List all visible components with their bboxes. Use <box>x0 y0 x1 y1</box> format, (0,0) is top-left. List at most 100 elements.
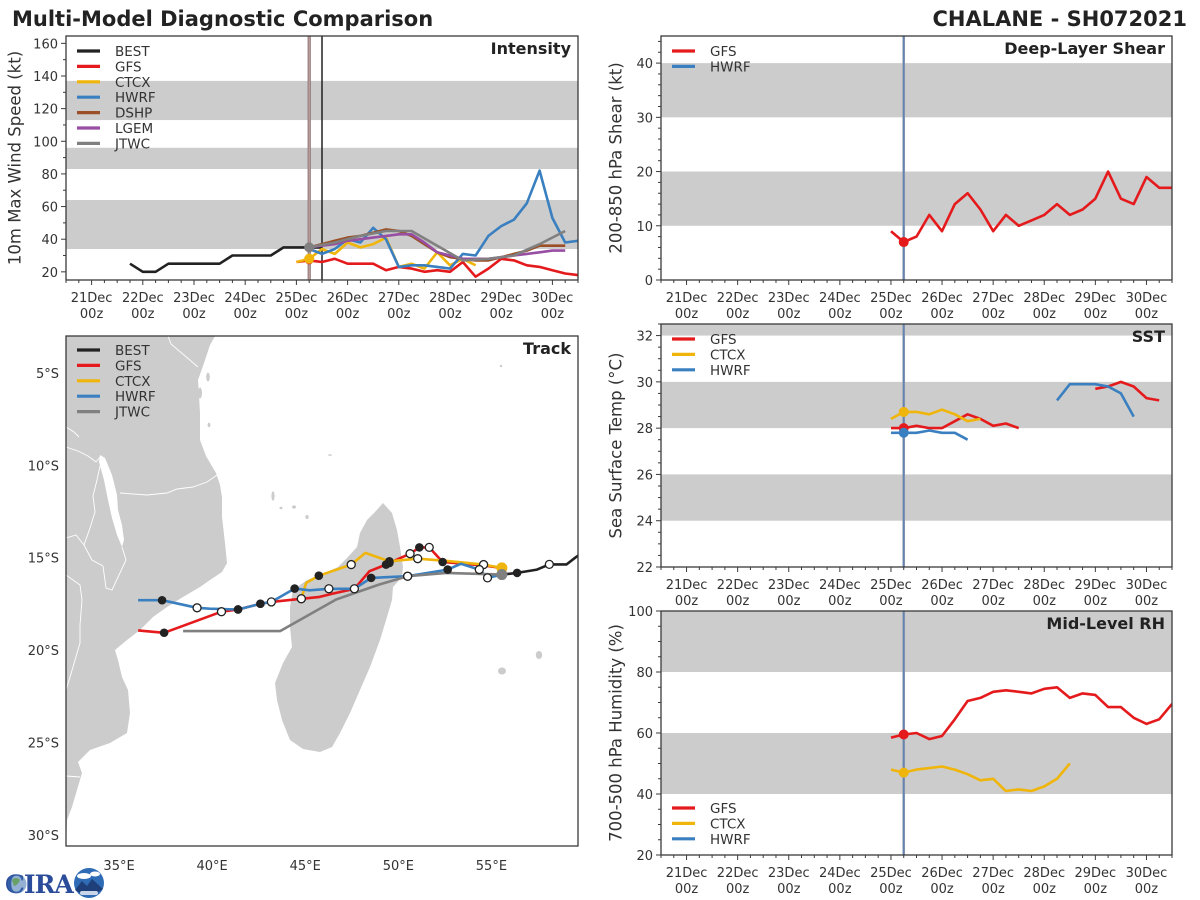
intensity-panel: 21Dec00z22Dec00z23Dec00z24Dec00z25Dec00z… <box>6 35 579 322</box>
track-point-12z <box>349 584 360 594</box>
intensity-marker-ctcx <box>304 253 315 264</box>
y-tick-label: 80 <box>636 666 653 681</box>
y-tick-label: 100 <box>628 605 653 620</box>
x-tick-label-hour: 00z <box>285 307 309 322</box>
x-tick-label-hour: 00z <box>541 307 565 322</box>
track-map-area <box>66 336 578 846</box>
country-border <box>66 426 80 438</box>
intensity-line-best <box>129 246 322 274</box>
x-tick-label-day: 30Dec <box>532 291 574 306</box>
country-border <box>66 446 101 463</box>
legend-label-ctcx: CTCX <box>115 75 151 91</box>
track-point-00z <box>159 628 169 638</box>
x-tick-label-day: 25Dec <box>870 291 912 306</box>
lon-tick-label: 50°E <box>383 859 414 874</box>
x-tick-label-hour: 00z <box>930 594 954 609</box>
lat-tick-label: 10°S <box>28 459 59 474</box>
x-tick-label-hour: 00z <box>675 594 699 609</box>
y-tick-label: 60 <box>41 201 58 216</box>
y-tick-label: 100 <box>33 135 58 150</box>
x-tick-label-hour: 00z <box>981 594 1005 609</box>
x-tick-label-hour: 00z <box>1084 882 1108 897</box>
y-tick-label: 20 <box>636 849 653 864</box>
x-tick-label-day: 29Dec <box>1074 866 1116 881</box>
x-tick-label-hour: 00z <box>726 882 750 897</box>
island-reunion <box>498 667 506 675</box>
sst-y-axis-label: Sea Surface Temp (°C) <box>607 353 626 539</box>
x-tick-label-hour: 00z <box>490 307 514 322</box>
rh-line-ctcx <box>890 762 1071 793</box>
sst-plot-background <box>661 324 1172 567</box>
x-tick-label-day: 29Dec <box>1074 578 1116 593</box>
y-tick-label: 24 <box>636 515 653 530</box>
country-border <box>66 574 83 691</box>
rh-threshold-band <box>661 733 1172 794</box>
x-tick-label-hour: 00z <box>930 307 954 322</box>
rh-marker-ctcx <box>898 767 909 778</box>
shear-y-axis-label: 200-850 hPa Shear (kt) <box>607 62 626 253</box>
track-point-12z <box>482 573 493 583</box>
track-point-12z <box>544 559 554 570</box>
x-tick-label-day: 28Dec <box>1023 578 1065 593</box>
x-tick-label-hour: 00z <box>1084 594 1108 609</box>
y-tick-label: 30 <box>636 376 653 391</box>
x-tick-label-day: 22Dec <box>122 291 164 306</box>
x-tick-label-hour: 00z <box>675 307 699 322</box>
legend-label-ctcx: CTCX <box>710 816 746 832</box>
island-mauritius <box>535 651 543 659</box>
x-tick-label-day: 28Dec <box>1023 866 1065 881</box>
x-tick-label-day: 30Dec <box>1126 578 1168 593</box>
x-tick-label-day: 26Dec <box>921 578 963 593</box>
y-tick-label: 20 <box>636 166 653 181</box>
shear-panel-title: Deep-Layer Shear <box>1004 39 1165 58</box>
x-tick-label-day: 22Dec <box>717 866 759 881</box>
lon-tick-label: 35°E <box>103 859 134 874</box>
x-tick-label-day: 23Dec <box>768 291 810 306</box>
x-tick-label-hour: 00z <box>828 594 852 609</box>
x-tick-label-hour: 00z <box>777 307 801 322</box>
x-tick-label-hour: 00z <box>879 882 903 897</box>
x-tick-label-hour: 00z <box>1135 307 1159 322</box>
x-tick-label-day: 30Dec <box>1126 866 1168 881</box>
x-tick-label-day: 21Dec <box>666 578 708 593</box>
legend-label-jtwc: JTWC <box>114 136 150 152</box>
x-tick-label-day: 29Dec <box>480 291 522 306</box>
sst-panel-title: SST <box>1132 327 1165 346</box>
x-tick-label-hour: 00z <box>1135 882 1159 897</box>
track-point-12z <box>266 597 277 607</box>
shear-marker-gfs <box>898 237 909 248</box>
island-grande-comore <box>271 491 275 501</box>
x-tick-label-hour: 00z <box>1033 882 1057 897</box>
lon-tick-label: 45°E <box>290 859 321 874</box>
lat-tick-label: 25°S <box>28 737 59 752</box>
island-anjouan <box>292 505 296 509</box>
x-tick-label-hour: 00z <box>1084 307 1108 322</box>
y-tick-label: 40 <box>636 57 653 72</box>
x-tick-label-hour: 00z <box>234 307 258 322</box>
x-tick-label-day: 26Dec <box>921 866 963 881</box>
x-tick-label-hour: 00z <box>879 307 903 322</box>
x-tick-label-day: 27Dec <box>972 578 1014 593</box>
x-tick-label-day: 27Dec <box>972 866 1014 881</box>
legend-label-dshp: DSHP <box>115 106 152 122</box>
intensity-line-gfs <box>296 257 578 278</box>
cloud-icon <box>77 873 91 879</box>
sst-threshold-band <box>661 474 1172 521</box>
sst-marker-hwrf <box>898 427 909 438</box>
rh-threshold-band <box>661 611 1172 672</box>
cloud-icon <box>90 871 100 877</box>
x-tick-label-day: 24Dec <box>819 866 861 881</box>
y-tick-label: 80 <box>41 168 58 183</box>
y-tick-label: 10 <box>636 220 653 235</box>
track-point-00z <box>385 556 394 566</box>
legend-label-hwrf: HWRF <box>115 90 156 106</box>
x-tick-label-hour: 00z <box>726 307 750 322</box>
track-frame <box>65 335 579 847</box>
country-border <box>102 546 127 591</box>
legend-label-hwrf: HWRF <box>710 363 751 379</box>
lon-tick-label: 55°E <box>476 859 507 874</box>
track-point-00z <box>314 571 324 580</box>
x-tick-label-hour: 00z <box>182 307 206 322</box>
track-point-00z <box>290 584 299 593</box>
